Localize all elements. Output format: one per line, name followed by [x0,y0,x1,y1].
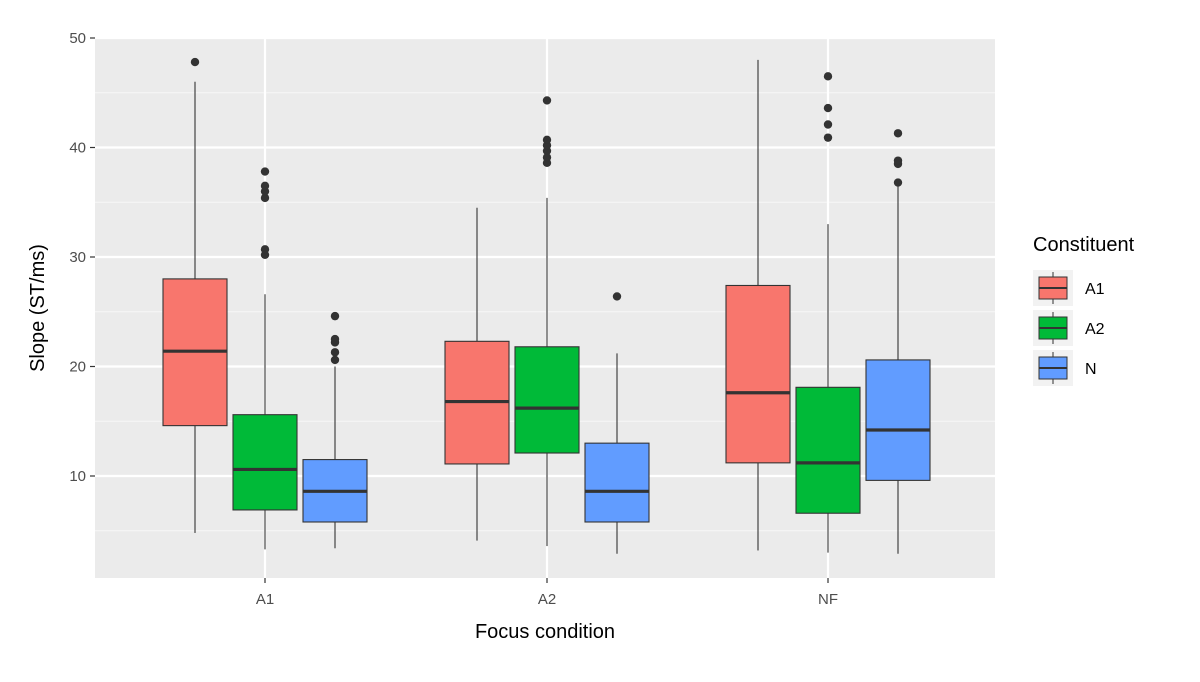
box-A2-A2 [514,96,580,547]
box-N-A1 [302,311,368,549]
legend-title: Constituent [1033,234,1135,256]
box-rect [232,414,298,511]
y-tick-label: 10 [69,468,86,485]
legend-label: A2 [1085,321,1105,338]
outlier-point [330,355,340,365]
y-axis-title: Slope (ST/ms) [27,244,49,372]
legend-entry-A1: A1 [1033,270,1105,306]
box-rect [865,359,931,481]
box-rect [514,346,580,454]
box-A2-A1 [232,167,298,550]
outlier-point [260,245,270,254]
legend-label: A1 [1085,281,1105,298]
legend-entries: A1 A2 N [1033,270,1105,386]
outlier-point [893,129,903,138]
x-tick-label: A2 [538,591,556,608]
box-A1-A2 [444,207,510,541]
outlier-point [542,153,552,162]
legend-entry-N: N [1033,350,1097,386]
box-rect [725,284,791,464]
box-rect [795,386,861,514]
outlier-point [823,133,833,142]
outlier-point [823,103,833,113]
outlier-point [330,348,340,357]
box-A1-A1 [162,57,228,533]
y-tick-label: 30 [69,249,86,266]
legend: Constituent A1 A2 N [1033,234,1135,386]
legend-label: N [1085,361,1097,378]
x-tick-label: A1 [256,591,274,608]
outlier-point [260,167,270,176]
outlier-point [542,96,552,105]
box-A2-NF [795,72,861,553]
box-rect [584,442,650,523]
outlier-point [330,311,340,321]
y-tick-label: 40 [69,140,86,157]
y-tick-label: 50 [69,30,86,47]
y-axis: 10 20 30 40 50 [69,30,95,485]
box-A1-NF [725,59,791,551]
outlier-point [260,193,270,203]
outlier-point [612,292,622,301]
box-N-NF [865,129,931,554]
outlier-point [893,156,903,165]
boxes [162,57,931,554]
x-axis: A1 A2 NF [256,578,838,608]
x-tick-label: NF [818,591,838,608]
legend-entry-A2: A2 [1033,310,1105,346]
outlier-point [893,178,903,187]
x-axis-title: Focus condition [475,621,615,643]
outlier-point [542,135,552,145]
outlier-point [823,72,833,81]
y-tick-label: 20 [69,359,86,376]
box-N-A2 [584,292,650,554]
outlier-point [823,120,833,129]
outlier-point [330,334,340,344]
outlier-point [260,181,270,191]
outlier-point [190,57,200,67]
